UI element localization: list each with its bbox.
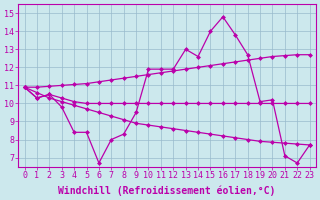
X-axis label: Windchill (Refroidissement éolien,°C): Windchill (Refroidissement éolien,°C) xyxy=(58,185,276,196)
